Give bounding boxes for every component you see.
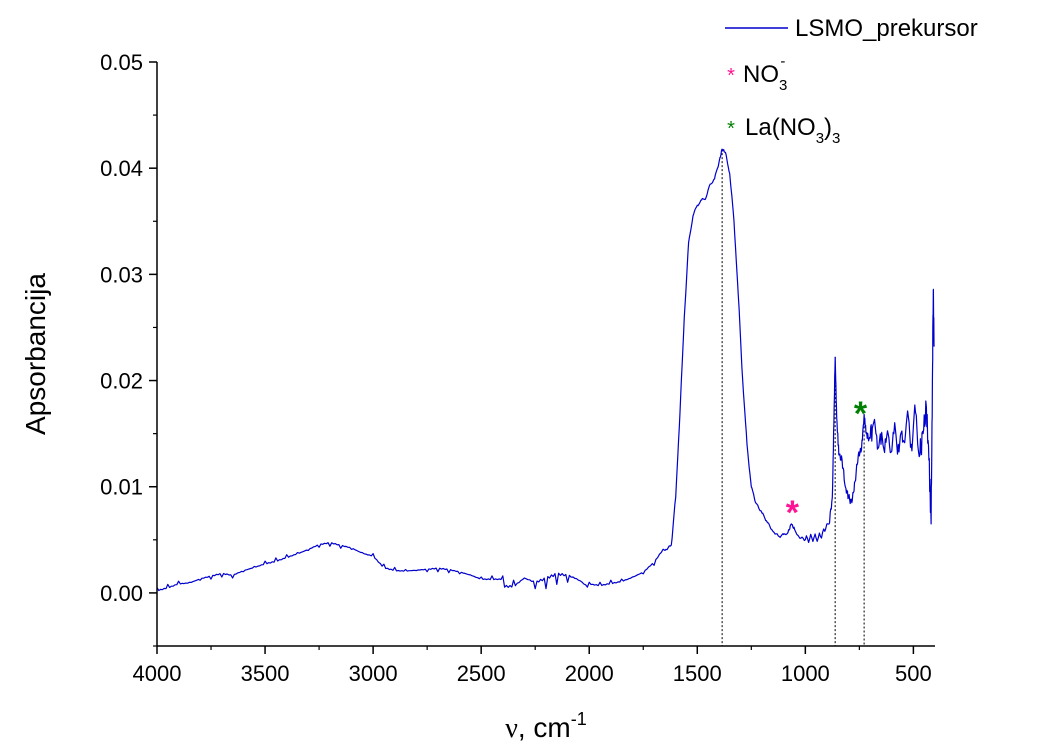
legend-nitrate-main: NO xyxy=(743,61,779,88)
legend: LSMO_prekursor* NO3-* La(NO3)3 xyxy=(725,15,978,147)
y-tick-label-2: 0.02 xyxy=(100,369,143,394)
x-axis-unit: , cm xyxy=(518,712,571,743)
y-axis-title: Apsorbancija xyxy=(20,273,51,435)
x-tick-label-3: 2500 xyxy=(457,661,506,686)
x-tick-label-5: 1500 xyxy=(673,661,722,686)
x-tick-label-7: 500 xyxy=(895,661,932,686)
x-tick-label-1: 3500 xyxy=(241,661,290,686)
y-tick-label-4: 0.04 xyxy=(100,156,143,181)
legend-nitrate-sup: - xyxy=(780,53,785,70)
legend-nitrate-sub: 3 xyxy=(779,77,787,94)
legend-label-lanthanum: La(NO3)3 xyxy=(745,114,840,147)
y-tick-label-3: 0.03 xyxy=(100,262,143,287)
plot-area: ** xyxy=(156,148,935,646)
x-axis-title: ν, cm-1 xyxy=(505,709,587,744)
annotation-star-0: * xyxy=(786,494,800,532)
series-line-0 xyxy=(156,148,935,592)
x-tick-label-6: 1000 xyxy=(781,661,830,686)
legend-la-main: La(NO xyxy=(745,114,816,141)
x-axis-unit-sup: -1 xyxy=(571,709,587,729)
x-tick-label-2: 3000 xyxy=(349,661,398,686)
legend-label-nitrate: NO3 - xyxy=(743,53,787,94)
annotation-star-1: * xyxy=(854,395,868,433)
legend-label-series: LSMO_prekursor xyxy=(795,15,978,42)
legend-la-tail: ) xyxy=(824,114,832,141)
x-axis-symbol: ν xyxy=(505,713,518,744)
y-tick-label-1: 0.01 xyxy=(100,475,143,500)
x-tick-label-0: 4000 xyxy=(133,661,182,686)
y-tick-label-0: 0.00 xyxy=(100,581,143,606)
axes: 4000 3500 3000 2500 2000 1500 1000 500 0.00 0.01 0… xyxy=(20,50,935,744)
legend-star-lanthanum: * xyxy=(727,118,735,140)
x-tick-label-4: 2000 xyxy=(565,661,614,686)
y-tick-label-5: 0.05 xyxy=(100,50,143,75)
legend-la-sub: 3 xyxy=(816,130,824,147)
legend-star-nitrate: * xyxy=(727,65,735,87)
legend-la-sub2: 3 xyxy=(832,130,840,147)
